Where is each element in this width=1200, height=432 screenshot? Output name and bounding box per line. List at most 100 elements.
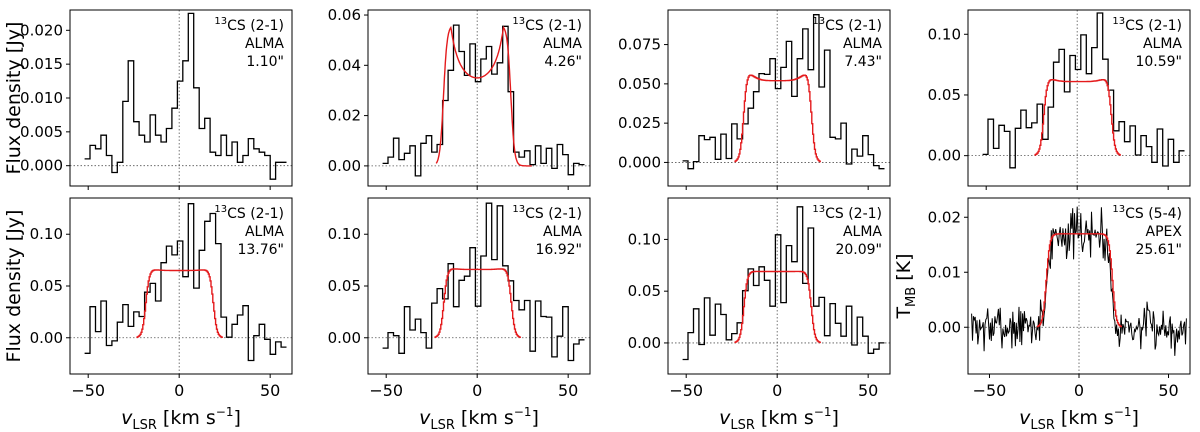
y-tick-label: 0.020 xyxy=(20,21,63,39)
plot-frame xyxy=(667,197,891,375)
x-label-unit: [km s xyxy=(755,407,814,429)
spectrum-panel-1: 0.000 0.005 0.010 0.015 0.020 13CS (2-1) ALMA 1… xyxy=(3,9,293,190)
y-axis-label: TMB [K] xyxy=(893,253,919,319)
offset-label: 1.10" xyxy=(246,54,284,70)
model-spectrum xyxy=(734,74,821,163)
y-tick-label: 0.05 xyxy=(328,277,361,295)
x-tick-label: 50 xyxy=(858,381,878,400)
y-tick-label: 0.10 xyxy=(928,25,961,43)
transition-label: CS (2-1) xyxy=(825,206,882,222)
x-label-sub: LSR xyxy=(730,418,755,432)
offset-label: 13.76" xyxy=(237,242,284,258)
transition-label: CS (2-1) xyxy=(227,206,284,222)
line-annotation: 13CS (2-1) xyxy=(214,204,284,222)
offset-label: 16.92" xyxy=(535,242,582,258)
isotope-superscript: 13 xyxy=(812,204,825,215)
y-label-unit: [K] xyxy=(893,253,915,286)
x-label-sub: LSR xyxy=(1030,418,1055,432)
model-spectrum xyxy=(1034,79,1121,156)
y-tick-label: 0.00 xyxy=(30,329,63,347)
x-label-main: v xyxy=(1019,407,1031,429)
x-axis-label: vLSR [km s−1] xyxy=(719,405,839,432)
x-label-unit: [km s xyxy=(455,407,514,429)
telescope-label: ALMA xyxy=(1143,36,1182,52)
line-annotation: 13CS (2-1) xyxy=(512,204,582,222)
x-tick-label: −50 xyxy=(369,381,403,400)
y-tick-label: 0.00 xyxy=(928,318,961,336)
x-label-sub: LSR xyxy=(430,418,455,432)
y-label-main: T xyxy=(893,307,915,320)
x-label-main: v xyxy=(719,407,731,429)
y-tick-label: 0.02 xyxy=(928,208,961,226)
x-label-close: ] xyxy=(831,407,838,429)
isotope-superscript: 13 xyxy=(1112,204,1125,215)
y-tick-label: 0.10 xyxy=(30,225,63,243)
x-axis-label: vLSR [km s−1] xyxy=(1019,405,1139,432)
x-label-unit: [km s xyxy=(1055,407,1114,429)
y-tick-label: 0.05 xyxy=(30,277,63,295)
model-spectrum xyxy=(1036,233,1122,328)
observed-spectrum xyxy=(84,203,287,362)
spectrum-panel-4: 0.00 0.05 0.10 13CS (2-1) ALMA 10.59" xyxy=(928,9,1191,190)
plot-frame xyxy=(667,9,891,187)
observed-spectrum xyxy=(382,24,585,177)
isotope-superscript: 13 xyxy=(512,204,525,215)
model-spectrum xyxy=(434,268,521,338)
x-tick-label: 50 xyxy=(558,381,578,400)
y-tick-label: 0.10 xyxy=(628,230,661,248)
line-annotation: 13CS (2-1) xyxy=(1112,16,1182,34)
observed-spectrum xyxy=(682,206,885,361)
model-spectrum xyxy=(435,25,532,167)
x-label-exponent: −1 xyxy=(514,405,532,419)
plot-frame xyxy=(967,9,1191,187)
observed-spectrum xyxy=(682,14,885,170)
y-tick-label: 0.010 xyxy=(20,89,63,107)
model-spectrum xyxy=(136,269,223,338)
isotope-superscript: 13 xyxy=(812,16,825,27)
y-tick-label: 0.050 xyxy=(618,75,661,93)
x-label-exponent: −1 xyxy=(216,405,234,419)
x-label-main: v xyxy=(121,407,133,429)
y-tick-label: 0.000 xyxy=(618,153,661,171)
x-label-close: ] xyxy=(1131,407,1138,429)
spectrum-panel-7: −50 0 50 0.00 0.05 0.10 13CS (2-1) ALMA 20.09" vL… xyxy=(628,197,891,432)
telescope-label: ALMA xyxy=(245,36,284,52)
y-tick-label: 0.025 xyxy=(618,114,661,132)
y-tick-label: 0.00 xyxy=(928,147,961,165)
telescope-label: APEX xyxy=(1146,224,1183,240)
x-label-close: ] xyxy=(531,407,538,429)
transition-label: CS (2-1) xyxy=(525,206,582,222)
x-tick-label: −50 xyxy=(71,381,105,400)
y-tick-label: 0.04 xyxy=(328,56,361,74)
x-axis-label: vLSR [km s−1] xyxy=(121,405,241,432)
transition-label: CS (2-1) xyxy=(825,18,882,34)
observed-spectrum xyxy=(382,202,585,362)
telescope-label: ALMA xyxy=(543,224,582,240)
transition-label: CS (2-1) xyxy=(227,18,284,34)
observed-spectrum xyxy=(84,12,287,180)
y-tick-label: 0.01 xyxy=(928,263,961,281)
line-annotation: 13CS (2-1) xyxy=(812,204,882,222)
x-tick-label: 50 xyxy=(1158,381,1178,400)
y-tick-label: 0.06 xyxy=(328,6,361,24)
x-label-sub: LSR xyxy=(132,418,157,432)
y-tick-label: 0.00 xyxy=(328,329,361,347)
spectrum-panel-2: 0.00 0.02 0.04 0.06 13CS (2-1) ALMA 4.26" xyxy=(328,6,591,190)
x-tick-label: 0 xyxy=(472,381,482,400)
y-axis-label: Flux density [Jy] xyxy=(3,210,25,363)
isotope-superscript: 13 xyxy=(214,16,227,27)
y-tick-label: 0.005 xyxy=(20,123,63,141)
isotope-superscript: 13 xyxy=(214,204,227,215)
observed-spectrum xyxy=(982,12,1185,169)
y-tick-label: 0.05 xyxy=(928,86,961,104)
offset-label: 7.43" xyxy=(844,54,882,70)
plot-frame xyxy=(367,9,591,187)
telescope-label: ALMA xyxy=(543,36,582,52)
offset-label: 4.26" xyxy=(544,54,582,70)
x-label-exponent: −1 xyxy=(814,405,832,419)
model-spectrum xyxy=(734,270,821,344)
x-label-main: v xyxy=(419,407,431,429)
spectrum-panel-8: −50 0 50 0.00 0.01 0.02 13CS (5-4) APEX 25.61" TM… xyxy=(893,197,1191,432)
offset-label: 25.61" xyxy=(1135,242,1182,258)
